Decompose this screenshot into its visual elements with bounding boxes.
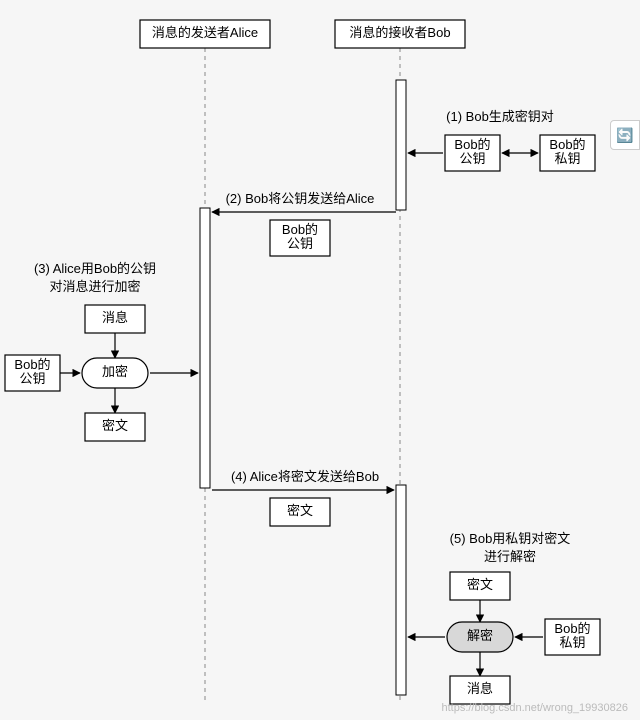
svg-text:进行解密: 进行解密 (484, 549, 536, 564)
svg-text:解密: 解密 (467, 628, 493, 643)
svg-text:消息: 消息 (467, 681, 493, 696)
svg-text:消息的发送者Alice: 消息的发送者Alice (152, 25, 258, 40)
svg-text:(2) Bob将公钥发送给Alice: (2) Bob将公钥发送给Alice (226, 191, 375, 206)
svg-text:密文: 密文 (467, 577, 493, 592)
svg-text:(5) Bob用私钥对密文: (5) Bob用私钥对密文 (450, 531, 571, 546)
sequence-diagram: 消息的发送者Alice 消息的接收者Bob (1) Bob生成密钥对 Bob的公钥 Bo… (0, 0, 640, 720)
watermark: https://blog.csdn.net/wrong_19930826 (441, 702, 628, 714)
svg-text:Bob的私钥: Bob的私钥 (554, 621, 590, 650)
svg-text:Bob的公钥: Bob的公钥 (14, 357, 50, 386)
svg-text:消息的接收者Bob: 消息的接收者Bob (349, 25, 450, 40)
svg-text:(3) Alice用Bob的公钥: (3) Alice用Bob的公钥 (34, 261, 156, 276)
svg-text:(1) Bob生成密钥对: (1) Bob生成密钥对 (446, 109, 554, 124)
svg-text:对消息进行加密: 对消息进行加密 (49, 279, 140, 294)
svg-text:Bob的公钥: Bob的公钥 (282, 222, 318, 251)
teamviewer-icon: 🔄 (610, 120, 640, 150)
svg-text:加密: 加密 (102, 364, 128, 379)
svg-text:密文: 密文 (287, 503, 313, 518)
svg-text:消息: 消息 (102, 310, 128, 325)
svg-text:Bob的公钥: Bob的公钥 (454, 137, 490, 166)
svg-text:(4) Alice将密文发送给Bob: (4) Alice将密文发送给Bob (231, 469, 379, 484)
svg-text:Bob的私钥: Bob的私钥 (549, 137, 585, 166)
svg-text:密文: 密文 (102, 418, 128, 433)
